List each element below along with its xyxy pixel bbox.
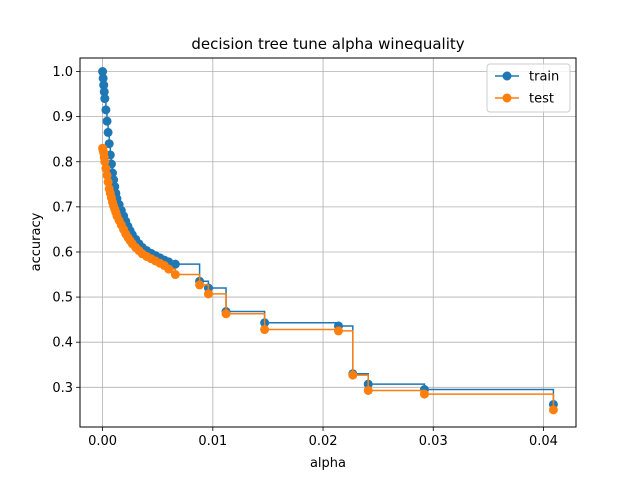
data-point <box>170 270 180 280</box>
legend-marker <box>502 71 512 81</box>
data-point <box>195 280 205 290</box>
data-point <box>548 405 558 415</box>
x-tick-label: 0.02 <box>309 434 338 449</box>
y-tick-label: 0.6 <box>52 245 73 260</box>
data-point <box>98 73 108 83</box>
y-axis-label: accuracy <box>29 212 44 271</box>
data-point <box>101 105 111 115</box>
data-point <box>103 177 113 187</box>
x-axis-label: alpha <box>310 456 346 471</box>
plot-area <box>98 67 558 415</box>
grid <box>80 58 576 427</box>
legend: train test <box>486 63 571 113</box>
data-point <box>419 389 429 399</box>
y-tick-label: 1.0 <box>52 65 73 80</box>
x-axis: 0.00 0.01 0.02 0.03 0.04 <box>88 427 558 449</box>
data-point <box>333 326 343 336</box>
legend-marker <box>502 93 512 103</box>
data-point <box>99 87 109 97</box>
chart-title: decision tree tune alpha winequality <box>191 35 464 53</box>
y-tick-label: 0.9 <box>52 110 73 125</box>
data-point <box>103 127 113 137</box>
data-point <box>100 157 110 167</box>
data-point <box>104 139 114 149</box>
data-point <box>98 67 108 77</box>
y-tick-label: 0.7 <box>52 200 73 215</box>
data-point <box>102 170 112 180</box>
y-tick-label: 0.5 <box>52 291 73 306</box>
y-tick-label: 0.4 <box>52 336 73 351</box>
legend-label: test <box>529 92 554 107</box>
y-tick-label: 0.8 <box>52 155 73 170</box>
legend-label: train <box>529 70 559 85</box>
data-point <box>99 80 109 90</box>
series-test <box>98 143 558 415</box>
data-point <box>101 164 111 174</box>
data-point <box>100 94 110 104</box>
data-point <box>348 370 358 380</box>
x-tick-label: 0.03 <box>419 434 448 449</box>
y-tick-label: 0.3 <box>52 381 73 396</box>
x-tick-label: 0.04 <box>529 434 558 449</box>
axes-frame <box>79 57 577 428</box>
data-point <box>164 264 174 274</box>
data-point <box>363 385 373 395</box>
data-point <box>260 325 270 335</box>
data-point <box>102 116 112 126</box>
y-axis: 0.3 0.4 0.5 0.6 0.7 0.8 0.9 1.0 <box>52 65 80 396</box>
data-point <box>221 309 231 319</box>
data-point <box>203 289 213 299</box>
x-tick-label: 0.00 <box>88 434 117 449</box>
x-tick-label: 0.01 <box>198 434 227 449</box>
series-train <box>98 67 558 409</box>
data-point <box>170 259 180 269</box>
